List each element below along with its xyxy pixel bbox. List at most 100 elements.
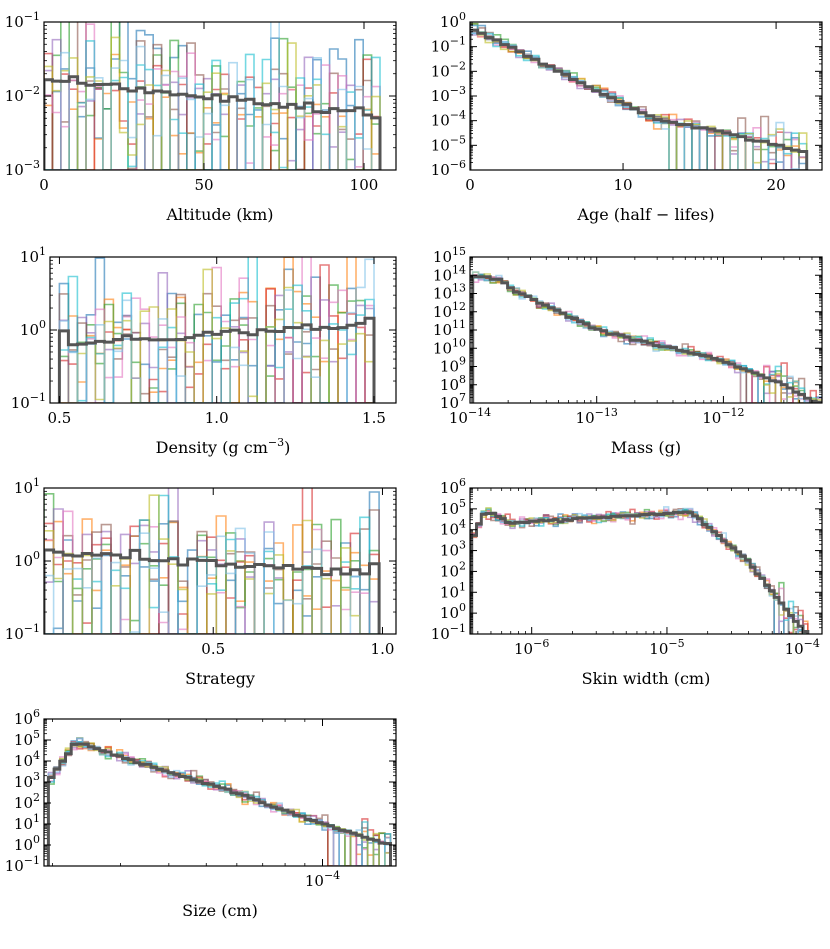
tick-label: 104 xyxy=(14,749,40,770)
tick-label: 10−4 xyxy=(785,637,820,658)
tick-label: 109 xyxy=(440,355,466,376)
run-series xyxy=(470,24,808,170)
run-series xyxy=(44,509,380,634)
run-series xyxy=(58,292,375,403)
tick-label: 1011 xyxy=(433,318,466,339)
tick-label: 10−1 xyxy=(5,10,40,31)
run-series xyxy=(59,268,375,403)
run-series xyxy=(44,493,380,634)
run-series xyxy=(44,22,380,170)
tick-label: 0.5 xyxy=(201,640,225,658)
tick-label: 1.0 xyxy=(205,409,229,427)
tick-label: 50 xyxy=(194,176,213,194)
tick-label: 104 xyxy=(440,518,466,539)
run-series xyxy=(58,258,375,403)
mean-series xyxy=(471,275,822,403)
tick-label: 1013 xyxy=(433,282,466,303)
tick-label: 107 xyxy=(440,391,466,412)
x-axis-label: Skin width (cm) xyxy=(582,669,711,688)
tick-label: 100 xyxy=(20,318,46,339)
tick-label: 1014 xyxy=(433,263,466,284)
tick-label: 100 xyxy=(14,549,40,570)
tick-label: 10−1 xyxy=(431,35,466,56)
run-series xyxy=(470,22,807,170)
x-axis-label: Mass (g) xyxy=(611,438,681,457)
mean-series xyxy=(44,548,381,634)
run-series xyxy=(44,494,380,634)
tick-label: 1010 xyxy=(433,336,466,357)
tick-label: 105 xyxy=(14,728,40,749)
mean-series xyxy=(57,316,376,403)
run-series xyxy=(47,737,392,866)
tick-label: 10−6 xyxy=(431,158,466,179)
x-axis-label: Strategy xyxy=(185,669,255,688)
mean-series xyxy=(46,742,392,866)
mean-series xyxy=(470,510,810,634)
tick-label: 106 xyxy=(14,707,40,728)
subplot-1: 10−3 10−2 10−1 0 50 100 Altitude (km) xyxy=(5,10,397,224)
tick-label: 10−6 xyxy=(514,637,549,658)
tick-label: 108 xyxy=(440,373,466,394)
x-axis-label: Age (half − lifes) xyxy=(576,205,714,224)
x-axis-label: Size (cm) xyxy=(182,901,258,920)
tick-label: 10−4 xyxy=(305,869,340,890)
tick-label: 10−13 xyxy=(576,406,618,427)
tick-label: 10−14 xyxy=(449,406,491,427)
tick-label: 10−5 xyxy=(649,637,684,658)
tick-label: 0 xyxy=(39,176,49,194)
tick-label: 102 xyxy=(14,791,40,812)
tick-label: 0 xyxy=(465,176,475,194)
mean-series xyxy=(44,75,382,170)
run-series xyxy=(44,491,380,634)
run-series xyxy=(58,257,374,403)
run-series xyxy=(470,23,808,170)
x-axis-label: Density (g cm−3) xyxy=(156,436,291,457)
run-series xyxy=(44,494,380,634)
subplot-5: 10−1 100 101 0.5 1.0 Strategy xyxy=(5,476,397,688)
tick-label: 101 xyxy=(14,476,40,497)
tick-label: 100 xyxy=(440,601,466,622)
tick-label: 101 xyxy=(20,245,46,266)
run-series xyxy=(470,24,808,170)
mean-series xyxy=(470,28,809,170)
tick-label: 100 xyxy=(14,833,40,854)
tick-label: 103 xyxy=(440,539,466,560)
tick-label: 10 xyxy=(613,176,632,194)
axes-frame xyxy=(43,718,397,867)
tick-label: 105 xyxy=(440,497,466,518)
tick-label: 10−3 xyxy=(5,158,40,179)
tick-label: 10−12 xyxy=(702,406,744,427)
tick-label: 100 xyxy=(440,10,466,31)
run-series xyxy=(470,509,809,634)
tick-label: 10−4 xyxy=(431,109,466,130)
tick-label: 20 xyxy=(767,176,786,194)
tick-label: 10−1 xyxy=(5,854,40,875)
tick-label: 100 xyxy=(350,176,379,194)
subplot-3: 10−1 100 101 0.5 1.0 1.5 Density (g cm−3) xyxy=(11,245,397,457)
tick-label: 103 xyxy=(14,770,40,791)
tick-label: 10−5 xyxy=(431,133,466,154)
tick-label: 106 xyxy=(440,476,466,497)
x-axis-label: Altitude (km) xyxy=(165,205,273,224)
tick-label: 10−1 xyxy=(431,622,466,643)
tick-label: 101 xyxy=(440,580,466,601)
tick-label: 1.0 xyxy=(371,640,395,658)
tick-label: 10−2 xyxy=(5,84,40,105)
run-series xyxy=(58,284,374,403)
tick-label: 10−1 xyxy=(11,391,46,412)
tick-label: 101 xyxy=(14,812,40,833)
tick-label: 0.5 xyxy=(48,409,72,427)
subplot-2: 10−6 10−5 10−4 10−3 10−2 10−1 100 0 10 20 Age (hal… xyxy=(431,10,823,224)
tick-label: 10−2 xyxy=(431,59,466,80)
tick-label: 102 xyxy=(440,559,466,580)
tick-label: 1.5 xyxy=(362,409,386,427)
run-series xyxy=(44,527,380,634)
run-series xyxy=(470,24,808,170)
tick-label: 1012 xyxy=(433,300,466,321)
tick-label: 10−3 xyxy=(431,84,466,105)
run-series xyxy=(44,510,380,634)
